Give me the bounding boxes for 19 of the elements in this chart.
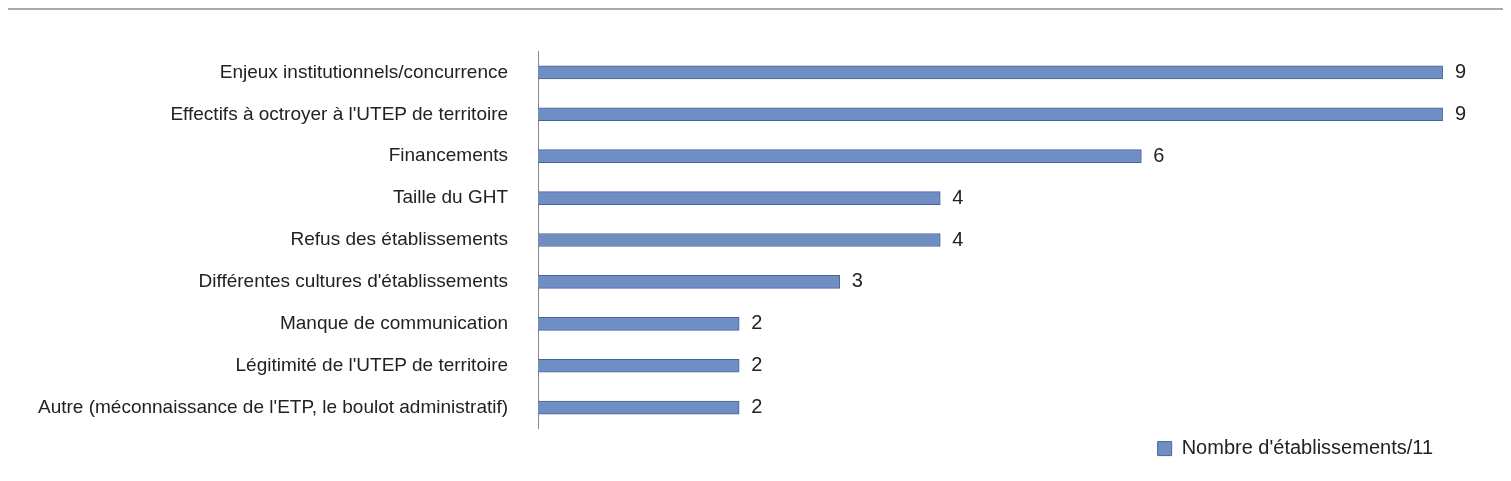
y-tick-label: Autre (méconnaissance de l'ETP, le boulot administratif)	[37, 395, 509, 417]
legend-label: Nombre d'établissements/11	[1181, 436, 1434, 459]
data-label: 3	[851, 269, 863, 292]
data-label: 4	[952, 227, 964, 250]
y-tick-label: Différentes cultures d'établissements	[198, 270, 509, 292]
data-label: 2	[751, 353, 763, 376]
y-tick-label: Effectifs à octroyer à l'UTEP de territoire	[170, 102, 509, 124]
data-label: 6	[1153, 143, 1165, 166]
y-tick-label: Légitimité de l'UTEP de territoire	[235, 353, 509, 375]
data-label: 9	[1455, 59, 1467, 82]
y-tick-label: Taille du GHT	[392, 186, 509, 208]
y-tick-label: Manque de communication	[279, 312, 509, 334]
y-tick-label: Enjeux institutionnels/concurrence	[219, 60, 509, 82]
y-tick-label: Financements	[388, 144, 509, 166]
data-label: 2	[751, 311, 763, 334]
data-label: 2	[751, 395, 763, 418]
data-label: 4	[952, 185, 964, 208]
data-label: 9	[1455, 101, 1467, 124]
y-tick-label: Refus des établissements	[290, 228, 509, 250]
